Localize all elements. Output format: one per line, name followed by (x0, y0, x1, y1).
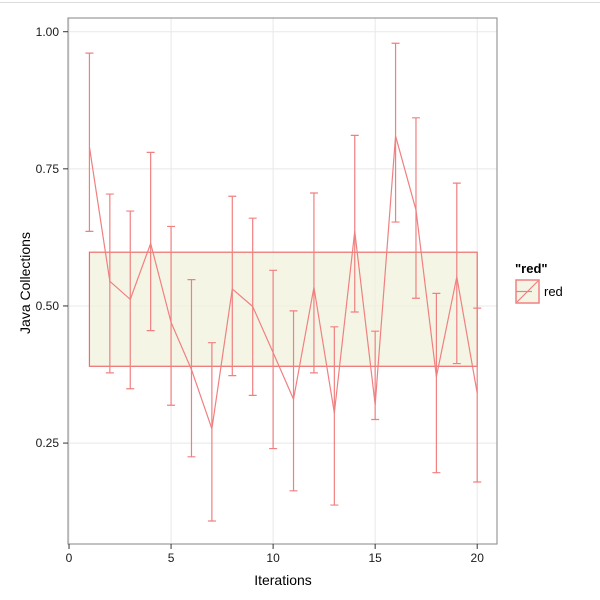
error-bar (228, 195, 237, 377)
error-bar (85, 52, 94, 232)
error-bar (473, 307, 482, 483)
error-bar (289, 310, 298, 492)
y-tick-label: 0.75 (35, 161, 59, 176)
y-axis-title: Java Collections (17, 232, 33, 334)
error-bar (207, 342, 216, 522)
x-tick-label: 0 (65, 551, 73, 565)
data-line (88, 135, 478, 430)
y-tick-label: 0.25 (35, 436, 59, 451)
legend-entry-label: red (544, 284, 563, 299)
panel-border (67, 17, 498, 545)
error-bar (167, 225, 176, 406)
legend-key-icon (515, 279, 540, 304)
window-top-edge-line (0, 2, 600, 3)
error-bar (391, 42, 400, 223)
legend-entry: red (515, 279, 563, 304)
x-tick-label: 20 (470, 551, 484, 565)
legend-title: "red" (515, 261, 548, 276)
band-rect (88, 251, 478, 367)
error-bar (452, 182, 461, 365)
x-tick-label: 15 (368, 551, 382, 565)
error-bar (105, 193, 114, 374)
x-tick-label: 5 (167, 551, 175, 565)
error-bar (432, 292, 441, 474)
error-bar (350, 134, 359, 313)
y-tick-label: 1.00 (35, 24, 59, 39)
legend: "red" red (515, 261, 563, 304)
x-axis-title: Iterations (254, 572, 312, 588)
y-tick-label: 0.50 (35, 298, 59, 313)
error-bar (146, 151, 155, 332)
error-bar (269, 269, 278, 450)
error-bar (330, 326, 339, 506)
x-tick-label: 10 (266, 551, 280, 565)
error-bar (309, 192, 318, 374)
